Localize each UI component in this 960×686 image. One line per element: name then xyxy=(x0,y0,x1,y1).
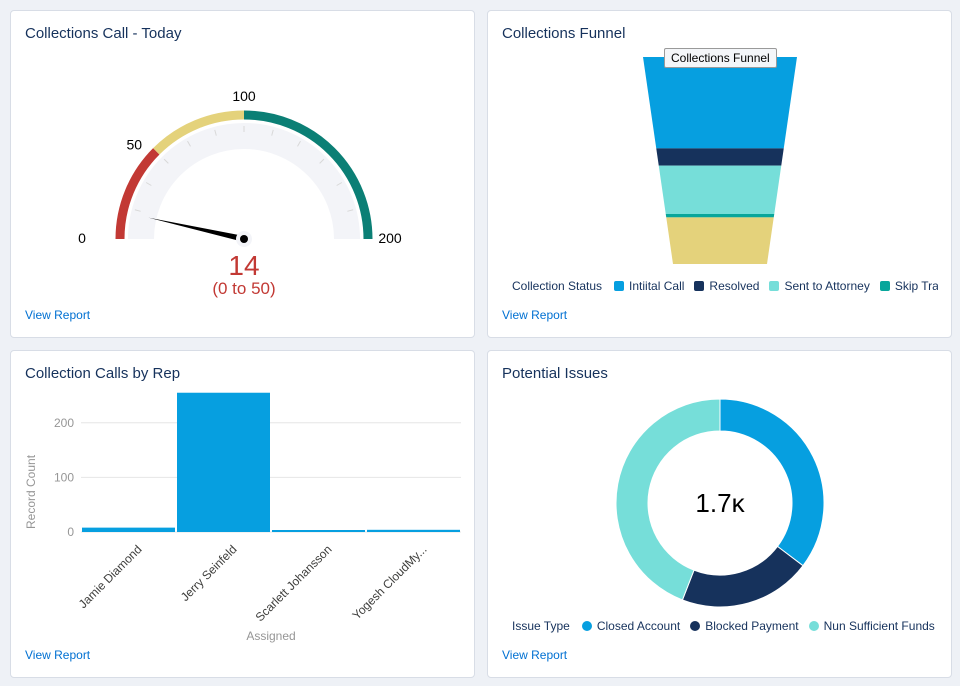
gauge-tick-2 xyxy=(145,182,152,186)
funnel-card: Collections Funnel Collections Funnel Co… xyxy=(487,10,952,338)
legend-swatch-skip-trace xyxy=(879,281,890,291)
bar-x-axis-label: Assigned xyxy=(246,629,295,643)
gauge-track xyxy=(128,123,360,240)
gauge-tick-label-100: 100 xyxy=(232,88,256,104)
gauge-tick-7 xyxy=(271,129,274,136)
gauge-title: Collections Call - Today xyxy=(25,25,182,42)
bar-view-report-link[interactable]: View Report xyxy=(25,648,91,662)
bar-y-tick-0: 0 xyxy=(67,525,74,539)
bar-scarlett-johansson xyxy=(272,530,365,532)
funnel-stage-resolved xyxy=(656,148,784,166)
funnel-chart xyxy=(643,57,797,264)
legend-swatch-initial-call xyxy=(614,281,625,291)
legend-label-initial-call: Intiital Call xyxy=(629,279,685,293)
gauge-value: 14 xyxy=(228,250,259,281)
legend-item-skip-trace[interactable]: Skip Trace xyxy=(879,279,938,293)
legend-item-blocked-payment[interactable]: Blocked Payment xyxy=(690,619,799,633)
donut-slice-blocked-payment xyxy=(681,545,804,608)
bar-chart: 0 100 200 Record Count Jamie Diamond Jerry Se… xyxy=(24,392,461,643)
donut-slice-nun-sufficient-funds xyxy=(615,398,721,601)
legend-label-resolved: Resolved xyxy=(709,279,760,293)
funnel-legend-title: Collection Status xyxy=(512,279,603,293)
donut-title: Potential Issues xyxy=(502,365,608,382)
legend-swatch-nun-sufficient-funds xyxy=(808,621,819,631)
gauge-band-2 xyxy=(243,110,373,240)
legend-label-skip-trace: Skip Trace xyxy=(894,279,938,293)
funnel-title: Collections Funnel xyxy=(502,25,626,42)
bar-jerry-seinfeld xyxy=(177,392,270,532)
bar-card: Collection Calls by Rep 0 100 200 Record Co… xyxy=(10,350,475,678)
gauge-tick-label-0: 0 xyxy=(78,230,86,246)
legend-label-closed-account: Closed Account xyxy=(596,619,681,633)
bar-jamie-diamond xyxy=(82,527,175,532)
funnel-legend: Collection Status Intiital Call Resolved… xyxy=(512,277,938,295)
donut-legend: Issue Type Closed Account Blocked Paymen… xyxy=(512,617,942,635)
bar-y-tick-200: 200 xyxy=(54,416,74,430)
legend-item-initial-call[interactable]: Intiital Call xyxy=(614,279,684,293)
bar-x-tick-jamie-diamond: Jamie Diamond xyxy=(76,542,145,611)
gauge-range-label: (0 to 50) xyxy=(212,279,275,298)
legend-swatch-closed-account xyxy=(581,621,592,631)
gauge-tick-1 xyxy=(134,209,141,212)
gauge-tick-label-200: 200 xyxy=(378,230,402,246)
gauge-band-0 xyxy=(115,148,160,240)
gauge-needle xyxy=(148,217,245,242)
donut-chart: 1.7κ xyxy=(615,398,825,608)
legend-item-closed-account[interactable]: Closed Account xyxy=(581,619,681,633)
donut-card: Potential Issues 1.7κ Issue Type Closed … xyxy=(487,350,952,678)
gauge-tick-3 xyxy=(163,158,169,164)
funnel-view-report-link[interactable]: View Report xyxy=(502,308,568,322)
gauge-tick-11 xyxy=(347,209,354,212)
gauge-tick-9 xyxy=(319,158,325,164)
bar-y-tick-100: 100 xyxy=(54,470,74,484)
gauge-tick-5 xyxy=(214,129,217,136)
donut-view-report-link[interactable]: View Report xyxy=(502,648,568,662)
legend-swatch-sent-to-attorney xyxy=(769,281,780,291)
legend-item-resolved[interactable]: Resolved xyxy=(694,279,759,293)
donut-slice-closed-account xyxy=(719,398,825,567)
funnel-stage-sent-to-attorney xyxy=(658,165,782,214)
gauge-view-report-link[interactable]: View Report xyxy=(25,308,91,322)
bar-x-tick-yogesh-cloudmy: Yogesh CloudMy... xyxy=(349,542,429,622)
funnel-stage-unlabeled xyxy=(666,217,774,264)
gauge-tick-label-50: 50 xyxy=(127,136,143,152)
legend-label-sent-to-attorney: Sent to Attorney xyxy=(784,279,870,293)
gauge-band-1 xyxy=(153,110,245,155)
bar-x-tick-jerry-seinfeld: Jerry Seinfeld xyxy=(178,542,240,604)
bar-yogesh-cloudmy xyxy=(367,529,460,532)
legend-swatch-blocked-payment xyxy=(690,621,701,631)
legend-label-nun-sufficient-funds: Nun Sufficient Funds xyxy=(823,619,935,633)
bar-x-tick-scarlett-johansson: Scarlett Johansson xyxy=(253,542,335,624)
gauge-needle-hub xyxy=(240,235,248,243)
bar-title: Collection Calls by Rep xyxy=(25,365,181,382)
funnel-tooltip: Collections Funnel xyxy=(664,48,777,68)
funnel-stage-skip-trace xyxy=(665,213,775,218)
gauge-tick-10 xyxy=(336,182,343,186)
legend-label-blocked-payment: Blocked Payment xyxy=(705,619,799,633)
gauge-chart: 0 50 100 200 14(0 to 50) xyxy=(78,88,402,298)
legend-item-sent-to-attorney[interactable]: Sent to Attorney xyxy=(769,279,870,293)
gauge-tick-8 xyxy=(297,140,301,147)
funnel-stage-intiital-call xyxy=(643,57,797,149)
donut-center-label: 1.7κ xyxy=(695,488,745,518)
gauge-tick-4 xyxy=(187,140,191,147)
bar-y-axis-label: Record Count xyxy=(24,454,38,529)
gauge-card: Collections Call - Today 0 50 100 200 14 (0 t… xyxy=(10,10,475,338)
donut-legend-title: Issue Type xyxy=(512,619,570,633)
legend-item-nun-sufficient-funds[interactable]: Nun Sufficient Funds xyxy=(808,619,935,633)
legend-swatch-resolved xyxy=(694,281,705,291)
